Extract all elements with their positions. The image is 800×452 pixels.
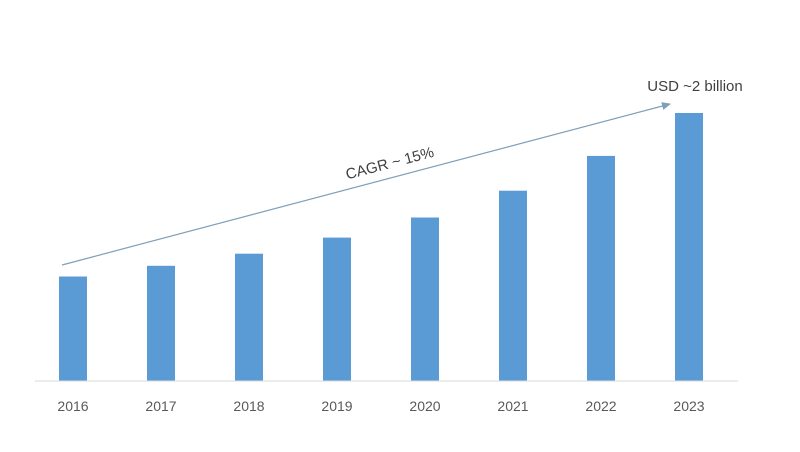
end-value-label: USD ~2 billion — [647, 78, 742, 95]
bar-2021 — [499, 190, 527, 381]
x-tick-2022: 2022 — [585, 398, 616, 414]
x-tick-2017: 2017 — [145, 398, 176, 414]
bar-2016 — [59, 276, 87, 381]
bar-2022 — [587, 155, 615, 381]
x-tick-labels: 2016 2017 2018 2019 2020 2021 2022 2023 — [57, 398, 704, 414]
x-tick-2023: 2023 — [673, 398, 704, 414]
cagr-trend-arrow — [61, 102, 671, 266]
bars-group — [59, 113, 703, 381]
x-tick-2021: 2021 — [497, 398, 528, 414]
x-tick-2019: 2019 — [321, 398, 352, 414]
bar-2023 — [675, 113, 703, 381]
bar-2018 — [235, 253, 263, 381]
bar-2017 — [147, 265, 175, 381]
x-tick-2016: 2016 — [57, 398, 88, 414]
x-tick-2020: 2020 — [409, 398, 440, 414]
bar-2020 — [411, 217, 439, 381]
x-tick-2018: 2018 — [233, 398, 264, 414]
cagr-label: CAGR ~ 15% — [344, 144, 436, 184]
bar-2019 — [323, 237, 351, 381]
